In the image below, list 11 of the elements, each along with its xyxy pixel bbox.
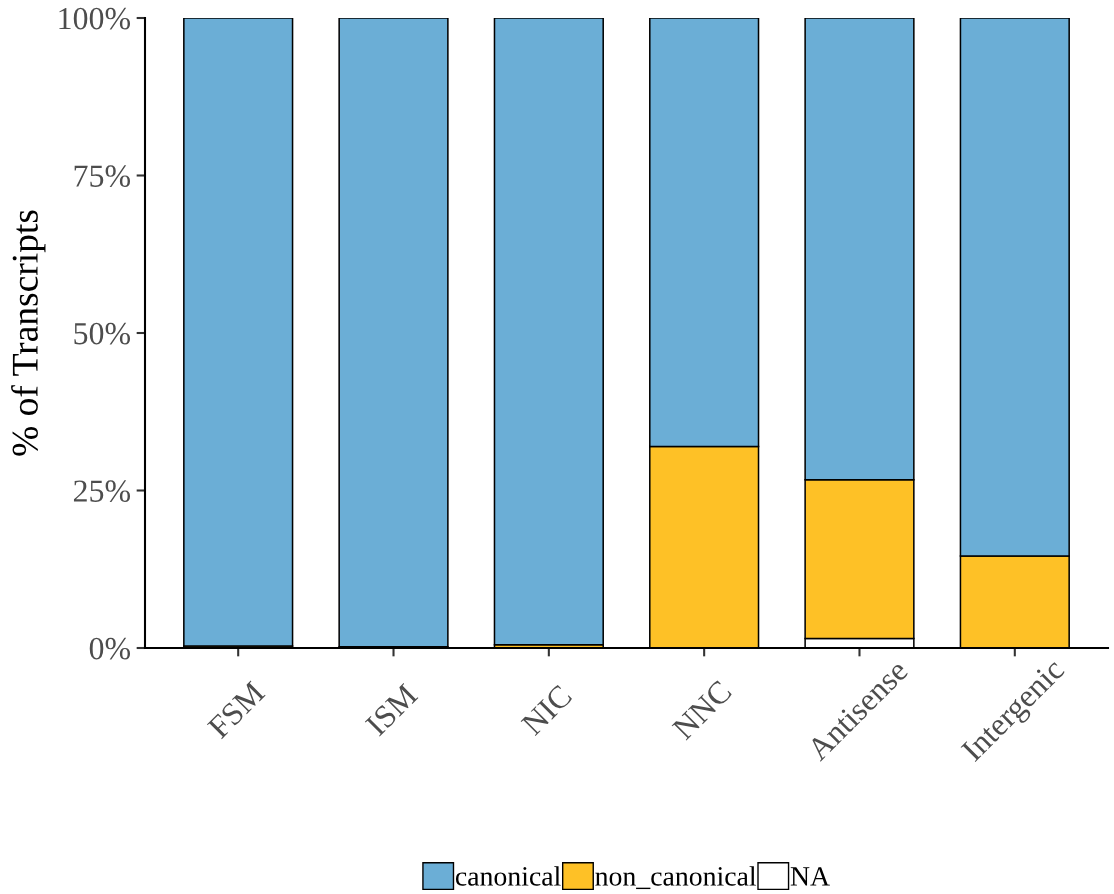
y-tick-label: 0% — [89, 637, 131, 660]
legend-label: canonical — [455, 866, 561, 886]
legend-label: non_canonical — [595, 866, 757, 890]
legend-label: NA — [790, 867, 830, 886]
x-tick-label: NIC — [520, 684, 573, 737]
y-axis-title: % of Transcripts — [11, 210, 46, 456]
y-tick-label: 50% — [74, 322, 131, 345]
y-tick-label: 100% — [59, 7, 131, 30]
x-tick-label: ISM — [364, 682, 419, 737]
y-tick-label: 75% — [74, 165, 131, 187]
y-tick-label: 25% — [73, 480, 131, 502]
